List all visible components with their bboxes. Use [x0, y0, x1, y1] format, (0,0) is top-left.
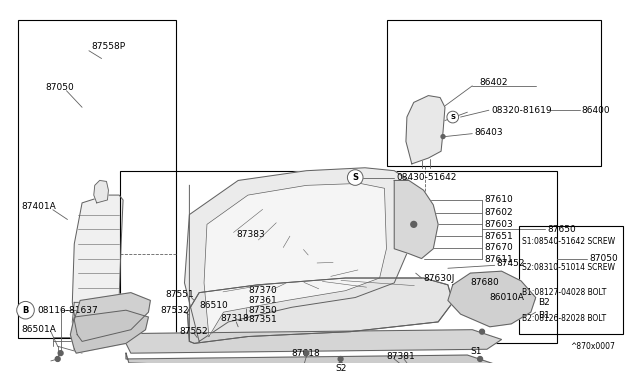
Text: 87651: 87651 — [484, 231, 513, 241]
Text: 87611: 87611 — [484, 255, 513, 264]
Circle shape — [338, 356, 343, 362]
Bar — [387, 19, 601, 166]
Text: 86402: 86402 — [479, 78, 508, 87]
Text: 87603: 87603 — [484, 220, 513, 229]
Circle shape — [55, 356, 60, 362]
Text: 86400: 86400 — [582, 106, 610, 115]
Circle shape — [407, 369, 411, 372]
Text: B: B — [22, 306, 29, 315]
Text: 87370: 87370 — [248, 286, 276, 295]
Text: 87361: 87361 — [248, 296, 276, 305]
Polygon shape — [126, 330, 502, 353]
Text: 87610: 87610 — [484, 195, 513, 205]
Circle shape — [348, 170, 363, 185]
Text: S2:08310-51014 SCREW: S2:08310-51014 SCREW — [522, 263, 615, 272]
Text: 87050: 87050 — [45, 83, 74, 92]
Circle shape — [479, 329, 484, 334]
Text: S1:08540-51642 SCREW: S1:08540-51642 SCREW — [522, 237, 615, 246]
Polygon shape — [126, 353, 497, 372]
Text: 86510: 86510 — [199, 301, 228, 310]
Text: 86403: 86403 — [474, 128, 503, 137]
Circle shape — [17, 301, 35, 319]
Polygon shape — [72, 302, 136, 340]
Text: 87452: 87452 — [497, 259, 525, 268]
Text: 87350: 87350 — [248, 306, 276, 315]
Text: 86010A: 86010A — [490, 293, 525, 302]
Polygon shape — [204, 183, 387, 337]
Bar — [120, 171, 557, 343]
Text: 87318: 87318 — [221, 314, 250, 324]
Text: B2:08126-82028 BOLT: B2:08126-82028 BOLT — [522, 314, 606, 323]
Text: S1: S1 — [470, 347, 482, 356]
Text: B1:08127-04028 BOLT: B1:08127-04028 BOLT — [522, 288, 607, 297]
Text: 87670: 87670 — [484, 243, 513, 252]
Text: 87401A: 87401A — [22, 202, 56, 211]
Polygon shape — [394, 180, 438, 259]
Text: 87050: 87050 — [589, 254, 618, 263]
Polygon shape — [448, 271, 536, 327]
Text: 87602: 87602 — [484, 208, 513, 217]
Text: 87381: 87381 — [387, 352, 415, 360]
Text: 87630J: 87630J — [424, 273, 455, 282]
Circle shape — [304, 351, 309, 356]
Circle shape — [447, 111, 459, 123]
Circle shape — [477, 356, 483, 362]
Circle shape — [441, 135, 445, 138]
Text: B1: B1 — [539, 311, 550, 320]
Polygon shape — [72, 195, 123, 332]
Circle shape — [338, 362, 343, 367]
Bar — [18, 19, 176, 337]
Text: 86501A: 86501A — [22, 325, 56, 334]
Text: 87551: 87551 — [165, 290, 194, 299]
Text: 87650: 87650 — [547, 225, 576, 234]
Text: B2: B2 — [539, 298, 550, 307]
Circle shape — [411, 221, 417, 227]
Text: 87558P: 87558P — [92, 42, 126, 51]
Text: 87351: 87351 — [248, 315, 276, 324]
Text: 87559: 87559 — [102, 314, 131, 323]
Text: ^870x0007: ^870x0007 — [570, 342, 614, 351]
Text: 87532: 87532 — [160, 306, 189, 315]
Polygon shape — [94, 180, 108, 203]
Polygon shape — [188, 278, 452, 343]
Text: S2: S2 — [336, 364, 347, 372]
Text: 08430-51642: 08430-51642 — [396, 173, 456, 182]
Text: S: S — [451, 114, 455, 120]
Circle shape — [58, 351, 63, 356]
Polygon shape — [74, 293, 150, 341]
Text: 87552: 87552 — [180, 327, 208, 336]
Polygon shape — [406, 96, 445, 164]
Text: 08320-81619: 08320-81619 — [492, 106, 552, 115]
Text: 08116-81637: 08116-81637 — [37, 306, 98, 315]
Bar — [519, 226, 623, 334]
Text: 87383: 87383 — [236, 230, 265, 238]
Text: 87618: 87618 — [292, 349, 321, 357]
Text: S: S — [352, 173, 358, 182]
Polygon shape — [70, 310, 148, 353]
Text: 87680: 87680 — [470, 278, 499, 288]
Polygon shape — [184, 168, 409, 341]
